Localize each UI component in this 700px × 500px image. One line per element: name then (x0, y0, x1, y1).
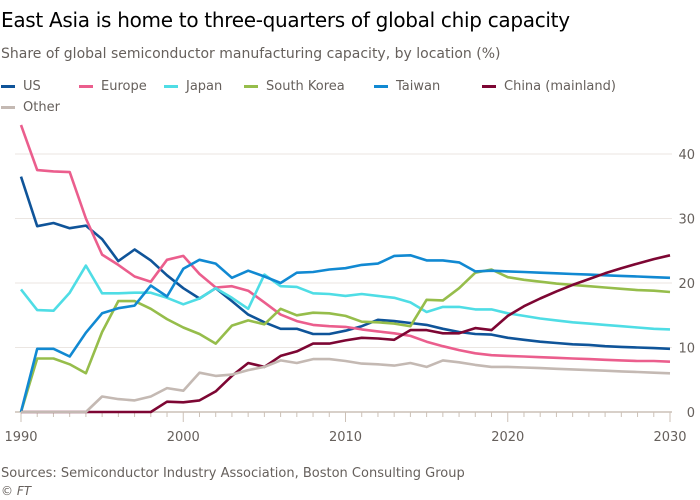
legend-swatch (374, 85, 388, 88)
x-tick-label: 2020 (491, 430, 524, 445)
series-line-us (19, 176, 671, 351)
series-line-japan (19, 264, 671, 331)
y-tick-label: 20 (678, 277, 695, 292)
series-line-taiwan (19, 254, 671, 413)
legend-swatch (79, 85, 93, 88)
legend-label: US (23, 79, 41, 94)
legend-item: Japan (164, 79, 222, 94)
legend-item: South Korea (244, 79, 345, 94)
legend-item: Other (1, 100, 60, 115)
legend-item: US (1, 79, 41, 94)
chart-subtitle: Share of global semiconductor manufactur… (1, 46, 501, 62)
x-tick-label: 2000 (167, 430, 200, 445)
legend-label: Taiwan (396, 79, 441, 94)
y-tick-label: 0 (687, 406, 695, 421)
ft-credit: © FT (1, 484, 32, 498)
series-line-europe (19, 124, 671, 363)
legend-swatch (164, 85, 178, 88)
legend-label: Other (23, 100, 60, 115)
y-tick-label: 30 (678, 213, 695, 228)
legend-swatch (1, 106, 15, 109)
legend-label: South Korea (266, 79, 345, 94)
y-tick-label: 10 (678, 342, 695, 357)
x-tick-label: 1990 (4, 430, 37, 445)
legend-item: Taiwan (374, 79, 440, 94)
legend-swatch (1, 85, 15, 88)
legend-swatch (244, 85, 258, 88)
series-line-other (21, 357, 671, 414)
legend-label: China (mainland) (504, 79, 616, 94)
y-tick-label: 40 (678, 148, 695, 163)
x-tick-label: 2030 (653, 430, 686, 445)
series-line-china-mainland (21, 254, 671, 414)
series-line-south-korea (19, 268, 671, 413)
source-note: Sources: Semiconductor Industry Associat… (1, 466, 465, 481)
legend-swatch (482, 85, 496, 88)
chart-title: East Asia is home to three-quarters of g… (1, 8, 570, 32)
x-tick-label: 2010 (329, 430, 362, 445)
legend-label: Japan (186, 79, 223, 94)
legend-label: Europe (101, 79, 147, 94)
legend-item: China (mainland) (482, 79, 616, 94)
legend-item: Europe (79, 79, 147, 94)
